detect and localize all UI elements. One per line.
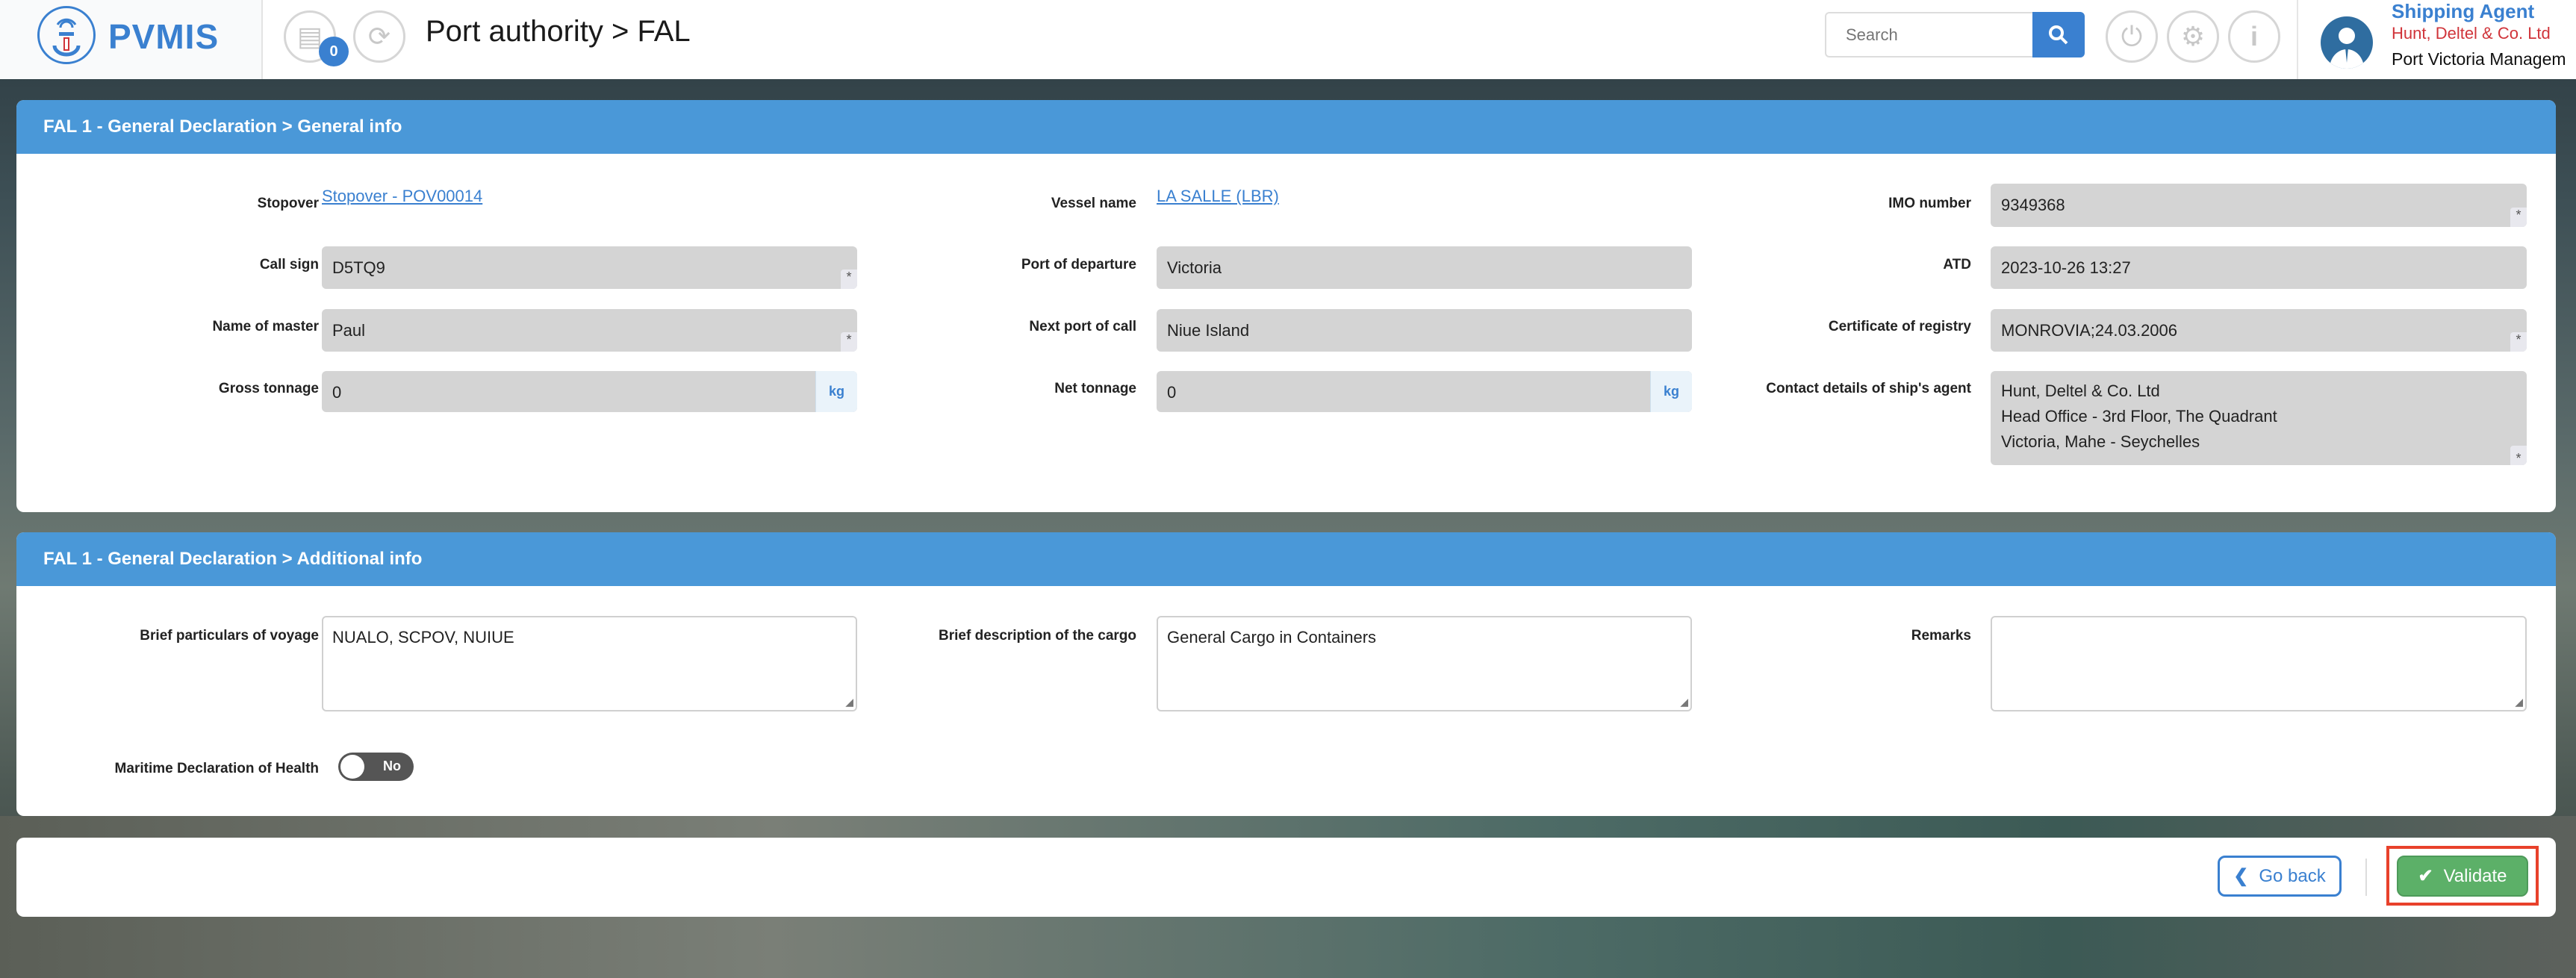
user-role: Shipping Agent [2392,0,2535,22]
validate-button[interactable]: ✔ Validate [2397,856,2528,897]
master-label: Name of master [212,319,319,334]
footer-panel: ❮ Go back ✔ Validate [16,838,2556,917]
agent-label: Contact details of ship's agent [1766,381,1971,396]
panel-title: FAL 1 - General Declaration > General in… [16,100,2556,154]
logo[interactable]: PVMIS [0,0,263,79]
vessel-label: Vessel name [1051,196,1136,211]
divider [2297,0,2298,79]
validate-label: Validate [2443,865,2507,886]
search-icon [2049,25,2068,44]
next-port-value: Niue Island [1167,321,1250,340]
cargo-textarea[interactable]: General Cargo in Containers ◢ [1157,616,1692,711]
health-label: Maritime Declaration of Health [114,761,319,776]
voyage-label: Brief particulars of voyage [140,628,319,644]
search-button[interactable] [2032,12,2085,57]
stopover-link[interactable]: Stopover - POV00014 [322,187,483,205]
registry-label: Certificate of registry [1828,319,1971,334]
registry-value: MONROVIA;24.03.2006 [2001,321,2178,340]
required-icon: * [841,270,857,289]
divider [2365,859,2367,896]
required-icon: * [841,332,857,352]
chevron-left-icon: ❮ [2233,866,2249,886]
departure-value: Victoria [1167,258,1222,277]
agent-line: Hunt, Deltel & Co. Ltd [2001,381,2160,400]
user-icon [2330,28,2364,69]
required-icon: * [2510,446,2527,466]
logo-text: PVMIS [108,17,220,56]
departure-label: Port of departure [1021,257,1136,272]
user-company: Hunt, Deltel & Co. Ltd [2392,24,2551,43]
toggle-label: No [383,759,401,773]
resize-grip-icon[interactable]: ◢ [845,696,853,708]
notification-badge: 0 [319,37,349,66]
user-organization: Port Victoria Managem [2392,49,2566,69]
master-field[interactable]: Paul * [322,309,857,352]
avatar[interactable] [2321,16,2373,69]
top-header: PVMIS ▤ 0 ⟳ Port authority > FAL ⏻ ⚙ i S… [0,0,2576,79]
agent-line: Victoria, Mahe - Seychelles [2001,432,2200,451]
net-value: 0 [1167,383,1177,402]
required-icon: * [2510,208,2527,227]
highlight-box [2386,846,2539,906]
cargo-label: Brief description of the cargo [939,628,1136,644]
agent-line: Head Office - 3rd Floor, The Quadrant [2001,407,2277,426]
go-back-button[interactable]: ❮ Go back [2218,856,2342,897]
atd-field[interactable]: 2023-10-26 13:27 [1991,246,2527,289]
info-icon[interactable]: i [2228,10,2280,63]
toggle-knob [340,755,364,779]
registry-field[interactable]: MONROVIA;24.03.2006 * [1991,309,2527,352]
page-title: Port authority > FAL [426,15,691,48]
panel-title: FAL 1 - General Declaration > Additional… [16,532,2556,586]
imo-value: 9349368 [2001,196,2065,214]
search-input[interactable] [1825,12,2034,57]
next-port-field[interactable]: Niue Island [1157,309,1692,352]
departure-field[interactable]: Victoria [1157,246,1692,289]
stopover-label: Stopover [257,196,319,211]
health-toggle[interactable]: No [338,753,414,781]
callsign-field[interactable]: D5TQ9 * [322,246,857,289]
resize-grip-icon[interactable]: ◢ [2515,696,2523,708]
callsign-label: Call sign [259,257,319,272]
imo-label: IMO number [1888,196,1971,211]
net-label: Net tonnage [1054,381,1136,396]
gross-value: 0 [332,383,342,402]
agent-field[interactable]: Hunt, Deltel & Co. Ltd Head Office - 3rd… [1991,371,2527,466]
refresh-icon[interactable]: ⟳ [353,10,405,63]
master-value: Paul [332,321,366,340]
next-port-label: Next port of call [1029,319,1136,334]
voyage-textarea[interactable]: NUALO, SCPOV, NUIUE ◢ [322,616,857,711]
power-icon[interactable]: ⏻ [2106,10,2158,63]
gears-icon[interactable]: ⚙ [2167,10,2219,63]
required-icon: * [2510,332,2527,352]
callsign-value: D5TQ9 [332,258,385,277]
gross-label: Gross tonnage [218,381,319,396]
vessel-link[interactable]: LA SALLE (LBR) [1157,187,1279,205]
remarks-textarea[interactable]: ◢ [1991,616,2527,711]
unit-addon: kg [1650,371,1692,412]
atd-label: ATD [1943,257,1971,272]
check-icon: ✔ [2418,866,2433,886]
net-field[interactable]: 0 kg [1157,371,1692,412]
imo-field[interactable]: 9349368 * [1991,184,2527,227]
gross-field[interactable]: 0 kg [322,371,857,412]
remarks-label: Remarks [1911,628,1971,644]
voyage-value: NUALO, SCPOV, NUIUE [332,628,514,647]
atd-value: 2023-10-26 13:27 [2001,258,2131,277]
unit-addon: kg [815,371,857,412]
additional-info-panel: FAL 1 - General Declaration > Additional… [16,532,2556,816]
cargo-value: General Cargo in Containers [1167,628,1377,647]
go-back-label: Go back [2259,865,2326,886]
anchor-logo-icon [37,6,96,64]
general-info-panel: FAL 1 - General Declaration > General in… [16,100,2556,512]
resize-grip-icon[interactable]: ◢ [1680,696,1688,708]
